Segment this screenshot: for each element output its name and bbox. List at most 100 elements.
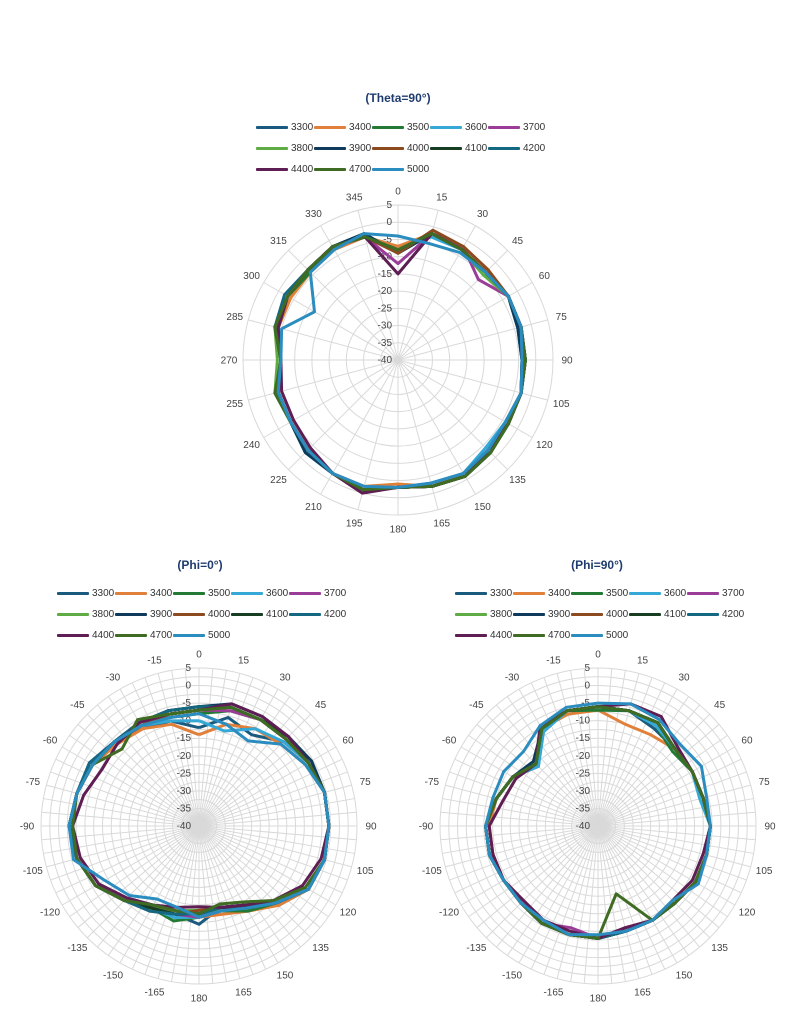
grid-spoke	[198, 825, 312, 939]
legend-item-4700: 4700	[314, 164, 371, 175]
grid-spoke	[597, 825, 711, 939]
angle-tick-label: 90	[365, 822, 377, 833]
angle-tick-label: 135	[312, 943, 329, 954]
angle-tick-label: 255	[226, 399, 243, 410]
grid-spoke	[449, 771, 599, 827]
grid-spoke	[198, 825, 254, 975]
grid-spoke	[506, 825, 599, 956]
angle-tick-label: 0	[595, 650, 601, 661]
legend-item-3400: 3400	[115, 588, 172, 599]
angle-tick-label: -15	[147, 655, 162, 666]
grid-spoke	[171, 670, 200, 827]
radial-tick-label: -35	[378, 338, 393, 349]
grid-spoke	[248, 359, 399, 401]
grid-spoke	[43, 798, 200, 827]
legend-label: 3500	[407, 122, 430, 133]
radial-tick-label: -40	[177, 821, 192, 832]
series-line-5000	[67, 712, 331, 919]
grid-spoke	[597, 670, 626, 827]
legend-item-3300: 3300	[256, 122, 313, 133]
angle-tick-label: 105	[357, 866, 374, 877]
angle-tick-label: 60	[741, 736, 753, 747]
legend-item-3600: 3600	[629, 588, 686, 599]
legend-label: 3900	[150, 609, 173, 620]
grid-spoke	[397, 359, 533, 438]
grid-spoke	[198, 825, 343, 894]
grid-spoke	[597, 784, 751, 827]
grid-spoke	[144, 677, 200, 827]
angle-tick-label: 60	[539, 271, 551, 282]
grid-spoke	[397, 319, 548, 361]
grid-spoke	[198, 734, 329, 827]
grid-spoke	[597, 825, 756, 841]
radial-tick-label: -25	[576, 768, 591, 779]
legend-swatch	[256, 126, 288, 129]
legend-swatch	[231, 613, 263, 616]
legend-swatch	[455, 592, 487, 595]
angle-tick-label: -60	[43, 736, 58, 747]
grid-spoke	[198, 670, 227, 827]
legend-label: 3700	[722, 588, 745, 599]
radial-tick-label: -20	[378, 286, 393, 297]
angle-tick-label: -90	[419, 822, 434, 833]
legend-label: 3400	[150, 588, 173, 599]
legend-item-3900: 3900	[314, 143, 371, 154]
legend-label: 4100	[664, 609, 687, 620]
legend-item-4000: 4000	[173, 609, 230, 620]
grid-spoke	[397, 250, 508, 361]
legend-swatch	[455, 634, 487, 637]
angle-tick-label: 300	[243, 271, 260, 282]
legend-label: 3700	[523, 122, 546, 133]
grid-spoke	[184, 668, 200, 827]
grid-spoke	[397, 282, 533, 361]
legend-swatch	[430, 126, 462, 129]
grid-spoke	[460, 825, 599, 906]
legend-label: 4700	[548, 630, 571, 641]
grid-spoke	[454, 758, 599, 827]
angle-tick-label: -165	[543, 988, 563, 999]
grid-spoke	[46, 784, 200, 827]
grid-spoke	[198, 798, 355, 827]
grid-spoke	[198, 771, 348, 827]
radial-tick-label: -25	[177, 768, 192, 779]
legend-swatch	[115, 634, 147, 637]
legend-label: 3400	[349, 122, 372, 133]
grid-spoke	[397, 359, 439, 510]
angle-tick-label: 30	[678, 673, 690, 684]
legend-item-3500: 3500	[571, 588, 628, 599]
legend-label: 4700	[150, 630, 173, 641]
grid-spoke	[570, 670, 599, 827]
grid-spoke	[198, 825, 301, 948]
grid-spoke	[198, 825, 267, 970]
angle-tick-label: -165	[144, 988, 164, 999]
radial-tick-label: -25	[378, 303, 393, 314]
angle-tick-label: 270	[221, 356, 238, 367]
legend-swatch	[687, 613, 719, 616]
legend-label: 3600	[664, 588, 687, 599]
legend-swatch	[687, 592, 719, 595]
grid-spoke	[449, 825, 599, 881]
grid-spoke	[597, 696, 690, 827]
grid-spoke	[445, 825, 599, 868]
legend-item-4100: 4100	[629, 609, 686, 620]
grid-spoke	[468, 734, 599, 827]
legend-label: 3600	[465, 122, 488, 133]
grid-spoke	[119, 688, 200, 827]
legend-swatch	[629, 613, 661, 616]
grid-spoke	[597, 825, 736, 906]
angle-tick-label: 120	[340, 908, 357, 919]
legend-item-4100: 4100	[231, 609, 288, 620]
grid-spoke	[198, 825, 241, 979]
chart-title-phi90: (Phi=90°)	[571, 558, 623, 572]
angle-tick-label: 45	[512, 236, 524, 247]
grid-spoke	[530, 825, 599, 970]
grid-spoke	[476, 724, 599, 827]
grid-spoke	[198, 825, 214, 984]
angle-tick-label: 180	[590, 994, 607, 1005]
legend-swatch	[488, 147, 520, 150]
grid-spoke	[597, 825, 640, 979]
grid-spoke	[597, 825, 754, 854]
legend-label: 3300	[291, 122, 314, 133]
legend-item-3800: 3800	[57, 609, 114, 620]
legend-label: 4000	[606, 609, 629, 620]
